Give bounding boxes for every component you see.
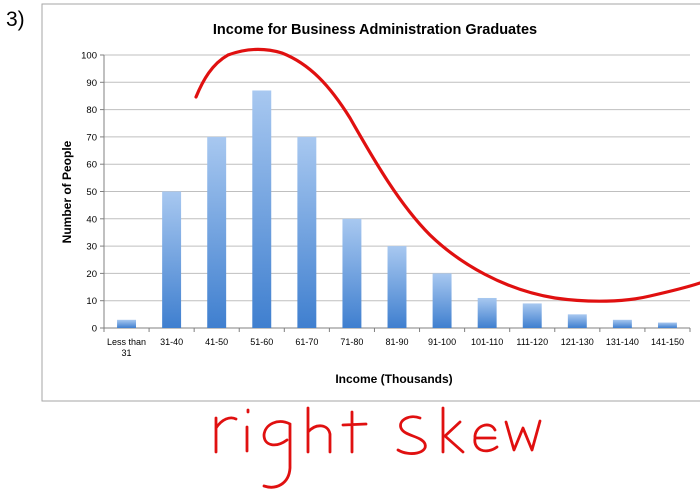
bar — [207, 136, 227, 328]
y-tick-label: 90 — [86, 78, 97, 89]
x-tick-label: 41-50 — [205, 337, 228, 347]
x-tick-label: 141-150 — [651, 337, 684, 347]
x-axis-label: Income (Thousands) — [335, 372, 452, 386]
x-tick-label: 131-140 — [606, 337, 639, 347]
bar — [567, 314, 587, 328]
bar — [657, 322, 677, 328]
x-tick-label: 61-70 — [295, 337, 318, 347]
chart-frame — [41, 3, 700, 402]
chart-title: Income for Business Administration Gradu… — [213, 22, 537, 38]
bar — [162, 191, 182, 328]
y-tick-label: 70 — [86, 132, 97, 143]
x-tick-labels: Less than 31 31-40 41-50 51-60 61-70 71-80 81-9… — [103, 328, 691, 358]
y-tick-label: 100 — [81, 51, 97, 62]
x-tick-label: 91-100 — [428, 337, 456, 347]
y-tick-label: 0 — [92, 324, 97, 335]
y-axis-label: Number of People — [60, 140, 74, 243]
y-tick-label: 20 — [86, 269, 97, 280]
skew-curve-sketch — [194, 47, 700, 303]
bar — [522, 303, 542, 328]
y-tick-label: 40 — [86, 214, 97, 225]
x-tick-label: 111-120 — [516, 337, 548, 347]
x-tick-label: 101-110 — [471, 337, 503, 347]
bar — [387, 246, 407, 328]
bar — [612, 319, 632, 328]
y-tick-label: 10 — [86, 296, 97, 307]
y-tick-label: 50 — [86, 187, 97, 198]
x-tick-label: Less than 31 — [107, 337, 146, 358]
x-tick-label: 31-40 — [160, 337, 183, 347]
y-tick-label: 30 — [86, 242, 97, 253]
x-tick-label: 81-90 — [385, 337, 408, 347]
bar — [342, 218, 362, 328]
bar — [117, 319, 137, 328]
bar — [252, 90, 272, 329]
y-tick-label: 80 — [86, 105, 97, 116]
y-tick-label: 60 — [86, 160, 97, 171]
x-tick-label: 71-80 — [340, 337, 363, 347]
bars — [117, 90, 677, 329]
bar — [297, 136, 317, 328]
x-tick-label: 51-60 — [250, 337, 273, 347]
x-tick-label: 121-130 — [561, 337, 594, 347]
bar — [477, 297, 497, 328]
right-skew-handwriting — [214, 406, 542, 489]
question-number: 3) — [6, 8, 25, 31]
y-tick-labels: 0 10 20 30 40 50 60 70 80 90 100 — [81, 51, 97, 335]
bar — [432, 273, 452, 328]
